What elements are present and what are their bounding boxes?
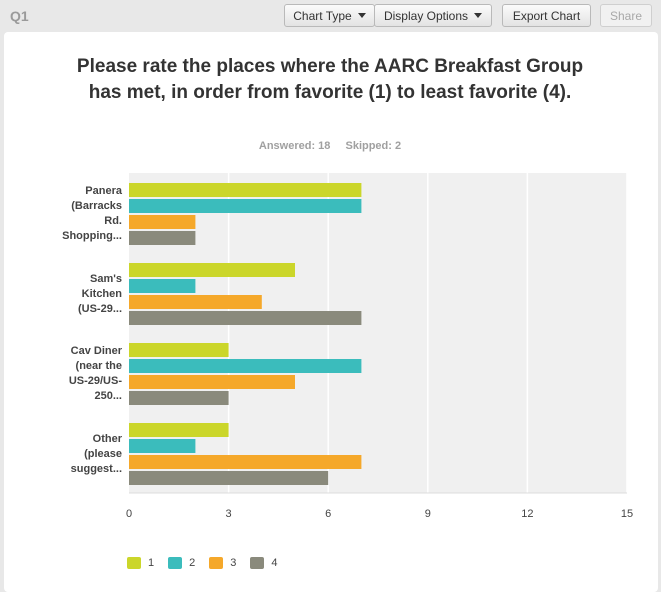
legend-label: 3 [230,557,237,569]
x-tick-label: 12 [521,508,533,520]
bar [129,199,362,213]
bar [129,215,196,229]
category-label-line: Kitchen [81,287,122,300]
display-options-button[interactable]: Display Options [374,4,492,27]
bar [129,439,196,453]
toolbar: Q1 Chart Type Display Options Export Cha… [0,0,661,32]
category-label: Cav Diner (near the US-29/US- 250... [12,344,122,404]
bar [129,471,329,485]
x-tick-label: 6 [325,508,331,520]
bar [129,279,196,293]
category-label-line: 250... [94,390,122,402]
category-label: Sam's Kitchen (US-29... [12,272,122,317]
category-label-line: US-29/US- [68,375,122,387]
bar [129,375,295,389]
bar [129,423,229,437]
bar [129,455,362,469]
skipped-count: Skipped: 2 [345,140,402,152]
bar [129,231,196,245]
bar [129,295,262,309]
legend-label: 4 [271,557,278,569]
category-label-line: Other [92,432,122,445]
chevron-down-icon [474,13,483,18]
legend-label: 1 [148,557,155,569]
share-button[interactable]: Share [600,4,652,27]
category-label-line: Panera [85,185,122,197]
bar [129,263,295,277]
legend-item[interactable]: 4 [250,557,278,569]
legend-swatch [209,557,224,569]
chart-type-label: Chart Type [293,8,352,23]
export-chart-button[interactable]: Export Chart [502,4,591,27]
category-label-line: Rd. [104,215,122,227]
category-label: Panera (Barracks Rd. Shopping... [12,184,122,244]
x-tick-label: 15 [621,508,633,520]
question-title: Please rate the places where the AARC Br… [76,56,584,103]
display-options-label: Display Options [383,8,469,23]
bar-chart: 0 3 6 9 12 15 [126,173,633,520]
category-label: Other (please suggest... [12,432,122,477]
category-label-line: (please [84,447,122,460]
legend-swatch [168,557,183,569]
x-tick-label: 3 [226,508,232,520]
legend-swatch [250,557,265,569]
x-tick-label: 9 [425,508,431,520]
category-label-line: Cav Diner [70,345,122,357]
category-label-line: Sam's [90,272,122,285]
legend-swatch [127,557,141,569]
legend-item[interactable]: 1 [127,557,154,569]
category-label-line: (Barracks [71,200,122,212]
category-label-line: suggest... [70,462,122,475]
bar [129,311,362,325]
category-label-line: Shopping... [62,230,122,242]
export-chart-label: Export Chart [512,8,581,23]
chevron-down-icon [357,13,366,18]
category-label-line: (US-29... [77,302,122,315]
x-tick-label: 0 [126,508,132,520]
legend-item[interactable]: 3 [209,557,236,569]
category-label-line: (near the [75,360,122,372]
response-stats: Answered: 18 Skipped: 2 [70,140,590,152]
legend-label: 2 [189,557,196,569]
answered-count: Answered: 18 [258,140,331,152]
bar [129,391,229,405]
chart-type-button[interactable]: Chart Type [284,4,375,27]
bar [129,359,362,373]
question-id: Q1 [10,8,29,24]
chart-legend: 1 2 3 4 [127,556,292,570]
bar [129,343,229,357]
plot-background [129,173,627,493]
legend-item[interactable]: 2 [168,557,195,569]
bar [129,183,362,197]
share-label: Share [609,8,643,23]
